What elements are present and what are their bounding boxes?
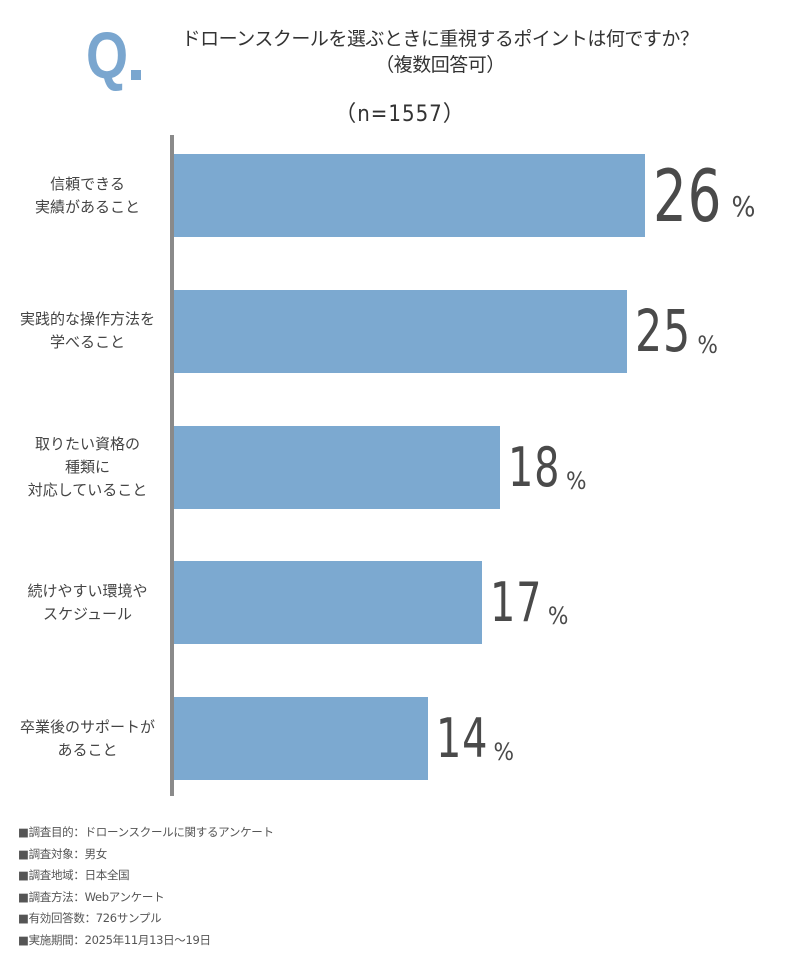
value-label: 25 %	[635, 290, 718, 373]
bar-row: 卒業後のサポートが あること 14 %	[0, 697, 800, 781]
bar	[174, 561, 483, 645]
bar	[174, 425, 501, 509]
value-number: 14	[435, 707, 488, 771]
percent-sign: %	[565, 466, 587, 495]
value-label: 17 %	[490, 561, 568, 644]
footnote-region: ■調査地域：日本全国	[18, 868, 130, 882]
category-label: 実践的な操作方法を 学べること	[19, 310, 155, 352]
value-number: 18	[508, 435, 561, 499]
chart-title: ドローンスクールを選ぶときに重視するポイントは何ですか？ （複数回答可）	[140, 26, 740, 78]
bar-row: 続けやすい環境や スケジュール 17 %	[0, 561, 800, 645]
percent-sign: %	[493, 738, 515, 767]
value-number: 26	[653, 153, 723, 238]
footnote-method: ■調査方法：Webアンケート	[18, 889, 165, 904]
value-number: 25	[635, 297, 692, 366]
value-label: 18 %	[508, 426, 586, 509]
percent-sign: %	[731, 190, 756, 223]
bar	[174, 697, 428, 781]
bar-row: 取りたい資格の 種類に 対応していること 18 %	[0, 425, 800, 509]
question-mark-dot	[131, 70, 141, 80]
percent-sign: %	[547, 602, 569, 631]
footnote-target: ■調査対象：男女	[18, 846, 107, 861]
chart-title-sub: （複数回答可）	[375, 54, 505, 76]
category-axis-line	[170, 135, 174, 796]
survey-footnotes: ■調査目的：ドローンスクールに関するアンケート ■調査対象：男女 ■調査地域：日…	[18, 822, 274, 951]
footnote-valid-responses: ■有効回答数：726サンプル	[18, 911, 162, 925]
bar	[174, 289, 627, 373]
category-label: 信頼できる 実績があること	[34, 174, 140, 216]
bar	[174, 154, 646, 237]
category-label: 取りたい資格の 種類に 対応していること	[27, 434, 148, 499]
sample-size-label: （n=1557）	[334, 102, 466, 127]
chart-title-main: ドローンスクールを選ぶときに重視するポイントは何ですか？	[181, 28, 699, 50]
value-number: 17	[490, 571, 543, 635]
value-label: 14 %	[436, 697, 514, 780]
footnote-purpose: ■調査目的：ドローンスクールに関するアンケート	[18, 825, 274, 839]
percent-sign: %	[697, 330, 718, 359]
value-label: 26 %	[653, 153, 756, 238]
question-mark-q: Q	[86, 18, 128, 92]
bar-row: 実践的な操作方法を 学べること 25 %	[0, 289, 800, 373]
footnote-period: ■実施期間：2025年11月13日〜19日	[18, 932, 211, 947]
category-label: 続けやすい環境や スケジュール	[27, 581, 148, 623]
bar-row: 信頼できる 実績があること 26 %	[0, 153, 800, 238]
category-label: 卒業後のサポートが あること	[19, 717, 155, 759]
